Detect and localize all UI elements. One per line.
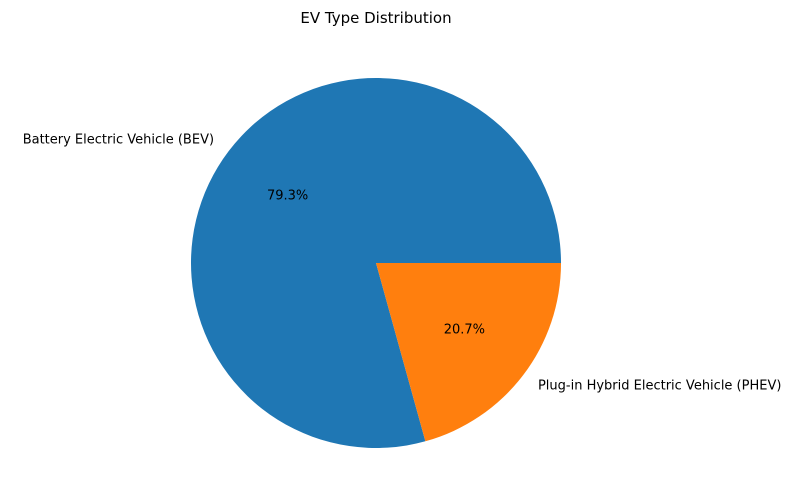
chart-title: EV Type Distribution [300, 9, 451, 27]
pie-slice-0 [191, 78, 561, 449]
pie-category-label-0: Battery Electric Vehicle (BEV) [23, 132, 214, 147]
pie-slice-1 [376, 263, 561, 442]
pie-category-label-1: Plug-in Hybrid Electric Vehicle (PHEV) [538, 379, 781, 394]
pie-pct-label-1: 20.7% [444, 323, 485, 338]
pie-labels: 79.3% Battery Electric Vehicle (BEV) 20.7%… [23, 132, 782, 393]
pie-pct-label-0: 79.3% [267, 188, 308, 203]
pie-slices [191, 78, 561, 449]
